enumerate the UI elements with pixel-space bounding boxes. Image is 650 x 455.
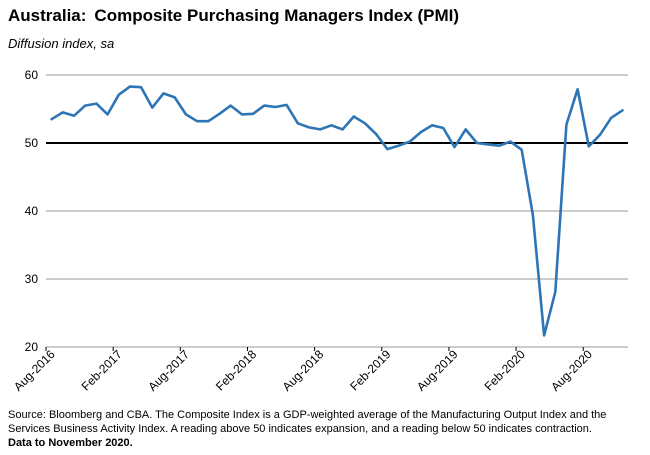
x-tick-label: Aug-2019 bbox=[414, 347, 461, 394]
data-note: Data to November 2020. bbox=[8, 437, 133, 449]
y-tick-label: 50 bbox=[25, 136, 39, 150]
x-tick-label: Aug-2016 bbox=[11, 347, 58, 394]
x-tick-label: Feb-2018 bbox=[213, 347, 259, 393]
chart-title: Australia: Composite Purchasing Managers … bbox=[8, 6, 459, 26]
y-tick-label: 40 bbox=[25, 204, 39, 218]
pmi-series-line bbox=[50, 85, 624, 337]
y-tick-label: 30 bbox=[25, 272, 39, 286]
x-tick-label: Feb-2020 bbox=[482, 347, 528, 393]
source-text: Source: Bloomberg and CBA. The Composite… bbox=[8, 409, 607, 435]
chart-title-text: Composite Purchasing Managers Index (PMI… bbox=[94, 6, 460, 25]
chart-title-country: Australia: bbox=[8, 6, 87, 25]
chart-subtitle: Diffusion index, sa bbox=[8, 36, 115, 51]
y-tick-label: 20 bbox=[25, 340, 39, 354]
x-tick-label: Aug-2020 bbox=[548, 347, 595, 394]
source-footnote: Source: Bloomberg and CBA. The Composite… bbox=[8, 408, 642, 450]
x-tick-label: Feb-2019 bbox=[347, 347, 393, 393]
x-tick-label: Feb-2017 bbox=[79, 347, 125, 393]
y-tick-label: 60 bbox=[25, 68, 39, 82]
x-tick-label: Aug-2018 bbox=[280, 347, 327, 394]
x-tick-label: Aug-2017 bbox=[145, 347, 192, 394]
